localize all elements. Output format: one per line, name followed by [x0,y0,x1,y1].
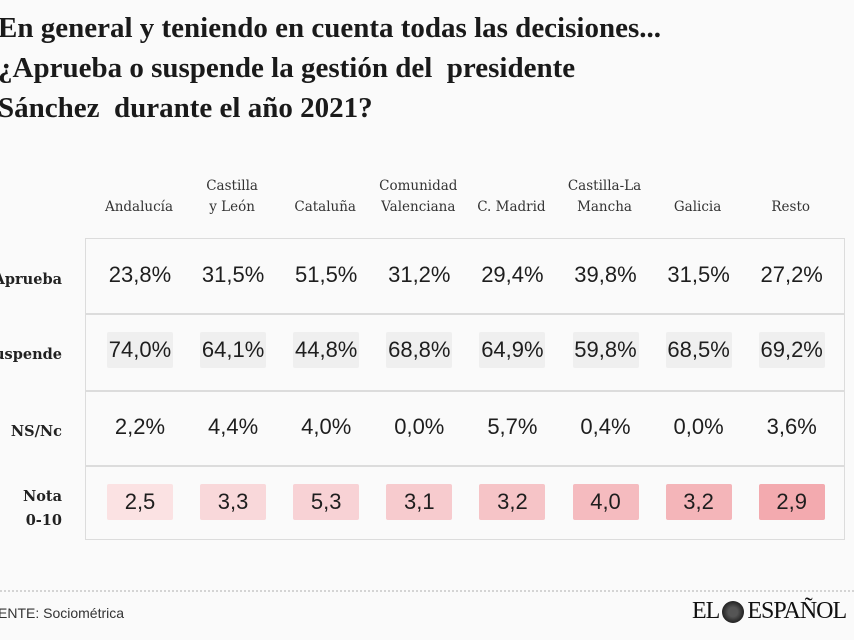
row-divider [86,313,844,315]
row-label-line: Nota [22,487,62,505]
column-header-line: Andalucía [104,199,174,215]
column-header: Castilla y León [182,176,282,218]
row-label-line: NS/Nc [10,422,62,440]
table-cell: 5,7% [487,413,538,439]
column-header: Galicia [648,197,748,218]
table-cell: 44,8% [293,331,360,368]
table-cell: 64,1% [200,331,267,368]
table-cell: 39,8% [574,261,637,287]
table-cell: 0,4% [580,413,631,439]
table-cell: 31,2% [388,261,451,287]
table-cell: 29,4% [481,261,544,287]
source-note: ENTE: Sociométrica [0,605,125,621]
table-cell: 59,8% [572,331,639,368]
row-label: Aprueba [0,269,62,291]
table-cell: 3,2 [479,483,546,520]
column-header-line: Mancha [577,199,632,215]
table-cell: 31,5% [201,261,265,287]
el-espanol-logo: EL ESPAÑOL [692,598,848,625]
table-cell: 3,2 [665,483,732,520]
row-label-line: 0-10 [25,511,62,529]
chart-title: En general y teniendo en cuenta todas la… [0,8,838,128]
column-header: Resto [741,197,841,218]
table-cell: 4,0% [301,413,352,439]
table-cell: 64,9% [479,331,546,368]
table-cell: 3,6% [766,413,817,439]
table-cell: 4,0 [572,483,639,520]
row-label: NS/Nc [11,421,62,443]
title-line-3: Sánchez durante el año 2021? [0,92,373,124]
column-header-line: y León [209,199,255,215]
table-cell: 68,8% [386,331,453,368]
column-header-line: Comunidad [379,178,458,194]
row-divider [86,465,844,467]
logo-right-text: ESPAÑOL [747,598,847,624]
table-cell: 2,2% [114,413,166,439]
row-label: Nota 0-10 [23,485,62,533]
table-cell: 0,0% [394,413,445,439]
table-cell: 2,5 [107,483,173,520]
column-header: Comunidad Valenciana [368,176,468,218]
table-cell: 5,3 [293,483,360,520]
column-header-line: Cataluña [294,199,356,215]
column-header-line: C. Madrid [477,199,546,215]
table-cell: 27,2% [760,261,823,287]
column-header: Cataluña [275,197,375,218]
divider [0,590,854,592]
row-label-line: Aprueba [0,270,62,288]
column-header-line: Valenciana [381,199,456,215]
column-header-line: Castilla [206,178,258,194]
table-cell: 2,9 [758,483,825,520]
table-cell: 0,0% [673,413,724,439]
logo-left-text: EL [692,598,720,624]
data-table: 23,8% 31,5% 51,5% 31,2% 29,4% 39,8% 31,5% 27,2%… [85,238,845,540]
table-cell: 74,0% [107,331,173,368]
table-cell: 3,1 [386,483,453,520]
column-header-line: Galicia [673,199,722,215]
table-cell: 31,5% [667,261,730,287]
column-header: Andalucía [89,197,189,218]
title-line-1: En general y teniendo en cuenta todas la… [0,12,661,44]
row-divider [86,390,844,392]
column-header-line: Resto [771,199,810,215]
table-cell: 4,4% [208,413,259,439]
table-cell: 23,8% [108,261,172,287]
table-cell: 51,5% [294,261,358,287]
table-cell: 69,2% [758,331,825,368]
row-label-line: Suspende [0,345,62,363]
row-label: Suspende [0,344,62,366]
column-header: Castilla-La Mancha [555,176,655,218]
column-header-line: Castilla-La [567,178,642,194]
column-header: C. Madrid [461,197,561,218]
title-line-2: ¿Aprueba o suspende la gestión del presi… [0,52,576,84]
table-cell: 68,5% [665,331,732,368]
lion-icon [722,600,745,623]
table-cell: 3,3 [200,483,267,520]
